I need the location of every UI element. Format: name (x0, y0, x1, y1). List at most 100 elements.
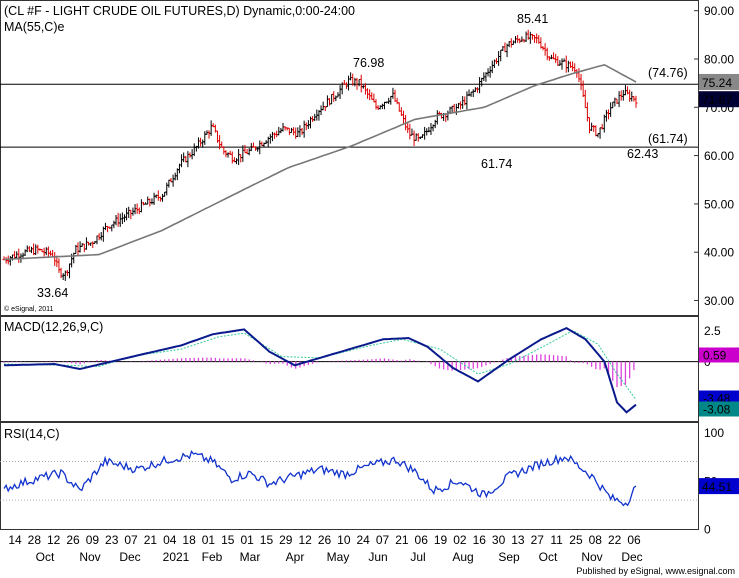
price-annotation: 85.41 (517, 12, 548, 26)
macd-panel-frame (0, 316, 699, 422)
x-day-label: 01 (240, 533, 254, 547)
rsi-last-value-bg (699, 478, 739, 495)
x-day-label: 30 (492, 533, 506, 547)
x-month-label: Jul (410, 550, 425, 564)
x-day-label: 15 (260, 533, 274, 547)
rsi-line (3, 450, 637, 507)
price-panel-frame (0, 0, 699, 316)
x-day-label: 06 (627, 533, 641, 547)
last-value-bg (699, 91, 739, 108)
rsi-tick-label: 100 (704, 426, 724, 440)
rsi-title: RSI(14,C) (4, 427, 60, 441)
macd-last-value-box: 0.59 (699, 347, 739, 363)
rsi-last-value-label: 44.51 (702, 480, 732, 494)
x-month-label: Feb (202, 550, 223, 564)
x-day-label: 16 (473, 533, 487, 547)
price-annotation: (74.76) (648, 66, 688, 80)
x-day-label: 25 (569, 533, 583, 547)
x-day-label: 27 (531, 533, 545, 547)
x-month-label: 2021 (163, 550, 190, 564)
macd-line (3, 326, 637, 414)
x-month-label: Aug (452, 550, 473, 564)
x-day-label: 29 (279, 533, 293, 547)
price-tick-label: 90.00 (704, 4, 734, 18)
x-day-label: 21 (395, 533, 409, 547)
x-month-label: Mar (240, 550, 261, 564)
x-month-label: May (327, 550, 350, 564)
x-month-label: Nov (79, 550, 100, 564)
price-y-axis: 90.0080.0070.0060.0050.0040.0030.0075.24… (694, 4, 739, 308)
x-month-label: Oct (36, 550, 55, 564)
price-annotation: 61.74 (481, 157, 512, 171)
price-bar (634, 95, 638, 108)
x-month-label: Nov (581, 550, 602, 564)
x-day-label: 28 (28, 533, 42, 547)
rsi-reference-levels (0, 461, 698, 501)
last-value-box: 71.67 (699, 91, 739, 108)
last-value-label: 75.24 (702, 76, 732, 90)
x-day-label: 11 (550, 533, 563, 547)
x-day-label: 01 (202, 533, 216, 547)
x-day-label: 22 (608, 533, 622, 547)
macd-panel: 2.500.59-3.48-3.08 MACD(12,26,9,C) (0, 316, 739, 422)
rsi-last-value-box: 44.51 (699, 478, 739, 495)
x-day-label: 10 (337, 533, 351, 547)
x-day-label: 24 (357, 533, 371, 547)
ma55-line (3, 63, 637, 261)
macd-last-value-label: 0.59 (703, 349, 727, 363)
x-day-label: 21 (144, 533, 158, 547)
price-tick-label: 50.00 (704, 197, 734, 211)
watermark: © eSignal, 2011 (4, 305, 54, 313)
x-day-label: 12 (47, 533, 61, 547)
x-day-label: 12 (298, 533, 312, 547)
price-panel: 76.9885.41(74.76)61.74(61.74)62.4333.64 … (0, 0, 739, 316)
macd-tick-label: 2.5 (704, 324, 721, 338)
macd-last-value-bg (699, 401, 739, 417)
price-bars (2, 29, 638, 281)
x-month-label: Sep (498, 550, 520, 564)
x-day-label: 18 (182, 533, 196, 547)
x-month-label: Oct (539, 550, 558, 564)
x-day-label: 07 (376, 533, 390, 547)
x-day-label: 13 (511, 533, 525, 547)
macd-y-axis: 2.500.59-3.48-3.08 (699, 324, 739, 417)
x-day-label: 26 (66, 533, 80, 547)
price-annotations: 76.98 85.41 (74.76) 61.74 (61.74)62.43 33.64 (37, 12, 688, 300)
rsi-tick-label: 0 (704, 523, 711, 537)
rsi-panel: 10050044.51 RSI(14,C) (0, 422, 739, 537)
macd-last-value-box: -3.08 (699, 401, 739, 417)
chart-title: (CL #F - LIGHT CRUDE OIL FUTURES,D) Dyna… (4, 4, 355, 18)
x-day-label: 07 (124, 533, 138, 547)
x-month-label: Dec (119, 550, 140, 564)
price-tick-label: 30.00 (704, 294, 734, 308)
price-tick-label: 60.00 (704, 149, 734, 163)
x-day-label: 08 (589, 533, 603, 547)
x-day-label: 04 (163, 533, 177, 547)
x-day-label: 15 (221, 533, 235, 547)
x-month-label: Apr (286, 550, 305, 564)
price-annotation: 62.43 (627, 147, 658, 161)
x-day-label: 14 (8, 533, 22, 547)
price-annotation: (61.74) (648, 132, 688, 146)
x-day-label: 23 (105, 533, 119, 547)
x-day-label: 09 (86, 533, 100, 547)
x-axis: 14 28 12 26 09 23 07 21 04 18 01 15 01 15 29 12 26 10 24 07… (0, 529, 698, 564)
macd-title: MACD(12,26,9,C) (4, 320, 103, 334)
price-annotation: 76.98 (353, 56, 384, 70)
x-day-label: 02 (453, 533, 467, 547)
ma-legend: MA(55,C)e (4, 20, 64, 34)
macd-last-value-bg (699, 347, 739, 363)
rsi-y-axis: 10050044.51 (699, 426, 739, 537)
last-value-box: 75.24 (699, 73, 739, 90)
x-month-label: Dec (621, 550, 642, 564)
last-value-label: 71.67 (702, 93, 732, 107)
x-day-label: 06 (415, 533, 429, 547)
footer-credit: Published by eSignal, www.esignal.com (576, 566, 735, 576)
price-annotation: 33.64 (37, 286, 68, 300)
macd-last-value-label: -3.08 (703, 403, 731, 417)
price-tick-label: 80.00 (704, 52, 734, 66)
x-month-label: Jun (368, 550, 387, 564)
last-value-bg (699, 73, 739, 90)
x-day-label: 19 (434, 533, 448, 547)
